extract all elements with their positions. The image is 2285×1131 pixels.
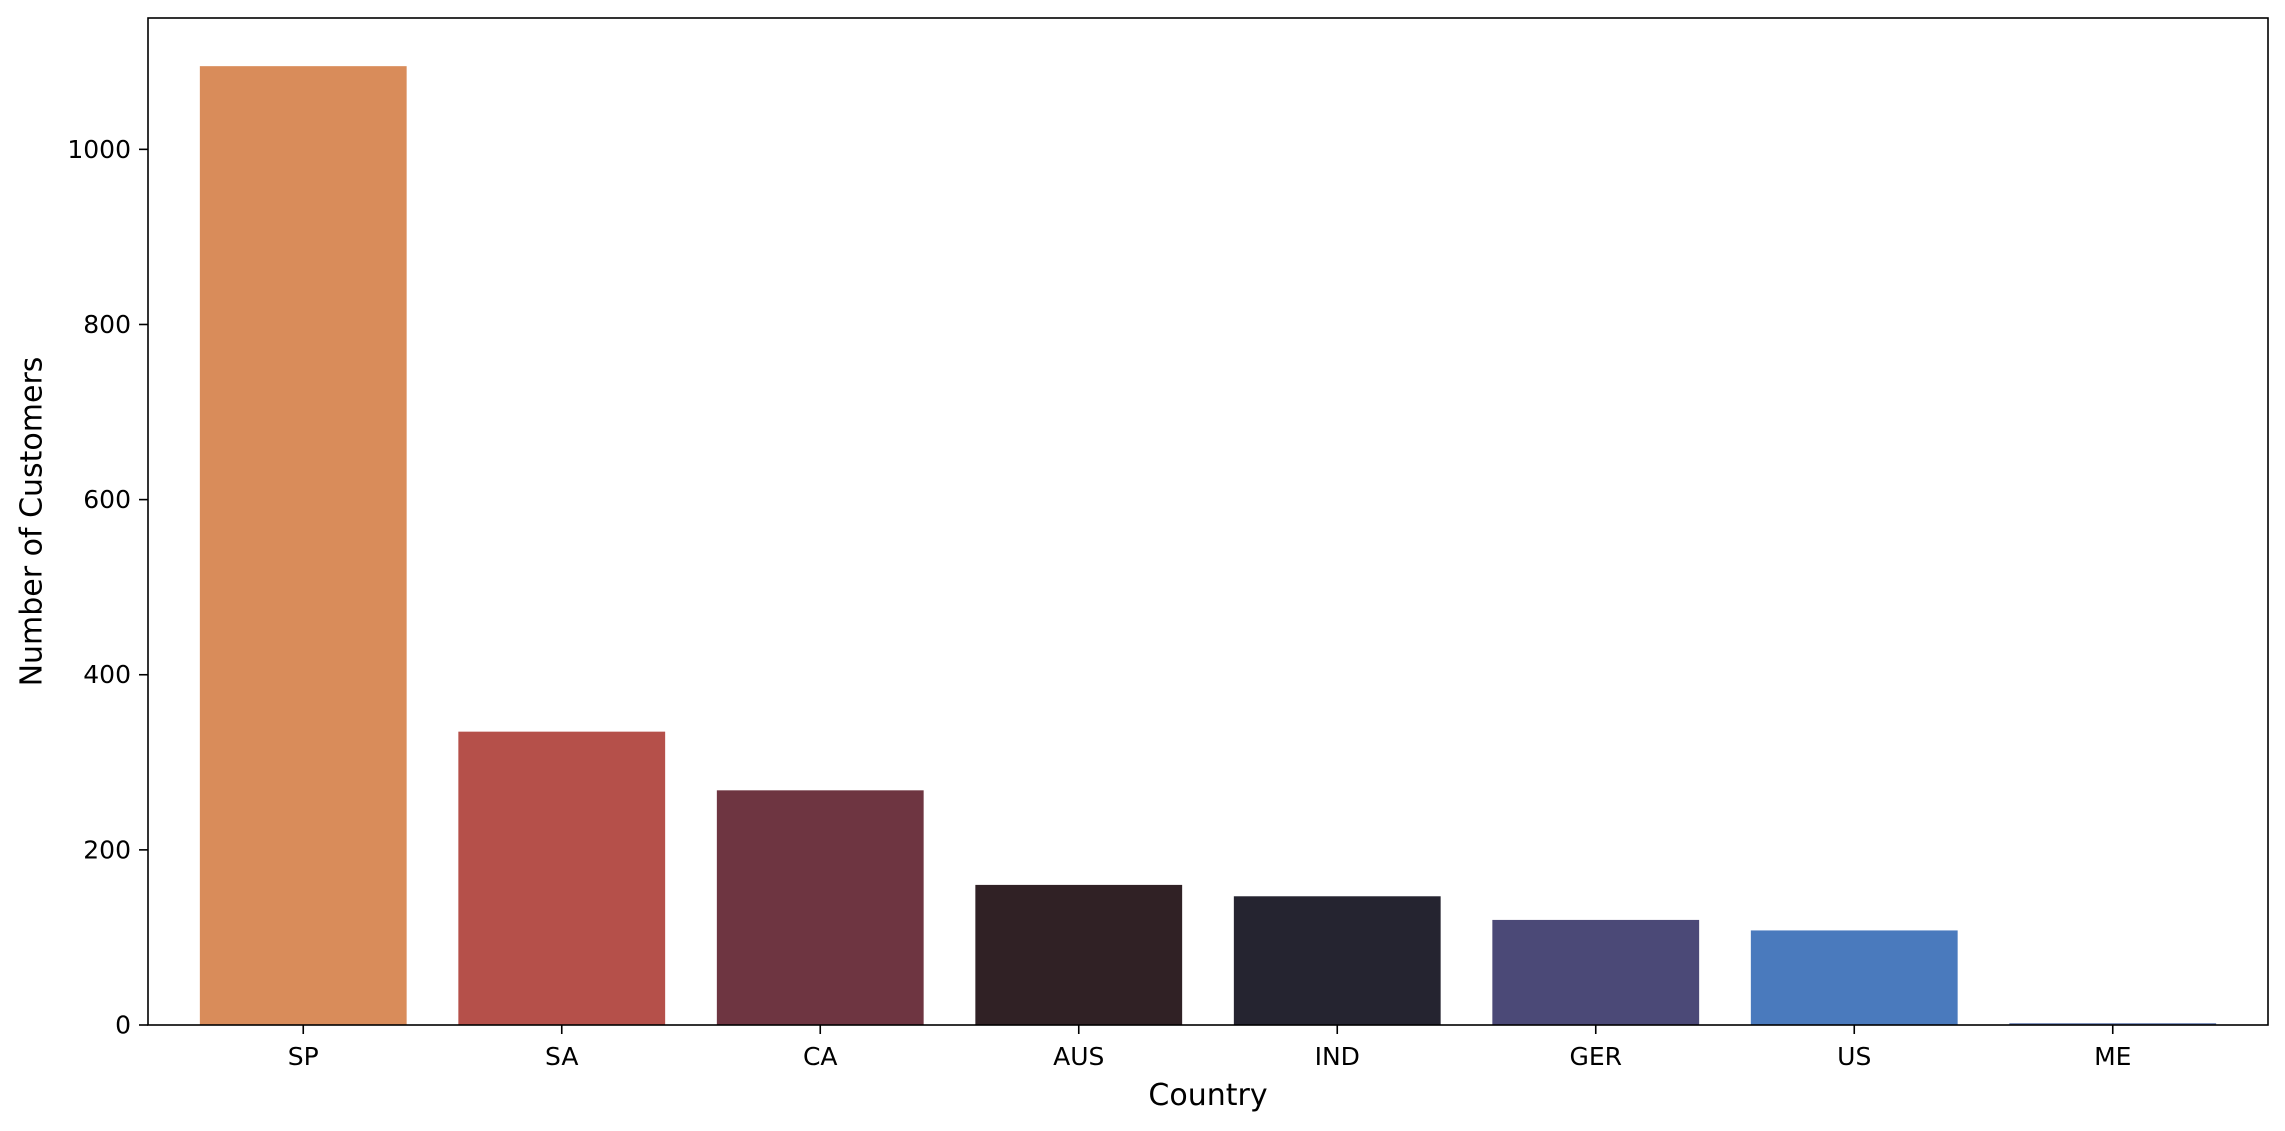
bar-ger: [1492, 919, 1700, 1025]
bar-sp: [199, 66, 407, 1025]
bars: [199, 66, 2217, 1025]
x-tick-label-me: ME: [2094, 1042, 2131, 1071]
x-axis-label: Country: [1148, 1078, 1267, 1113]
y-tick-label: 400: [83, 660, 131, 689]
y-tick-label: 0: [115, 1011, 131, 1040]
x-tick-label-ger: GER: [1569, 1042, 1622, 1071]
y-axis-label: Number of Customers: [15, 357, 50, 687]
bar-us: [1750, 930, 1958, 1025]
y-tick-label: 1000: [67, 135, 131, 164]
bar-me: [2009, 1023, 2217, 1025]
y-tick-label: 200: [83, 835, 131, 864]
x-tick-label-ca: CA: [803, 1042, 838, 1071]
plot-frame: [147, 17, 2269, 1026]
x-tick-label-sa: SA: [545, 1042, 578, 1071]
x-tick-label-aus: AUS: [1053, 1042, 1104, 1071]
x-tick-label-us: US: [1837, 1042, 1871, 1071]
bar-ind: [1233, 896, 1441, 1025]
x-tick-label-ind: IND: [1315, 1042, 1360, 1071]
bar-aus: [975, 884, 1183, 1025]
y-tick-label: 600: [83, 485, 131, 514]
x-tick-label-sp: SP: [288, 1042, 319, 1071]
bar-ca: [716, 790, 924, 1025]
y-axis: 0 200 400 600 800 1000: [67, 135, 148, 1040]
y-tick-label: 800: [83, 310, 131, 339]
x-axis: SP SA CA AUS IND GER US ME: [288, 1025, 2131, 1071]
bar-sa: [458, 731, 666, 1025]
